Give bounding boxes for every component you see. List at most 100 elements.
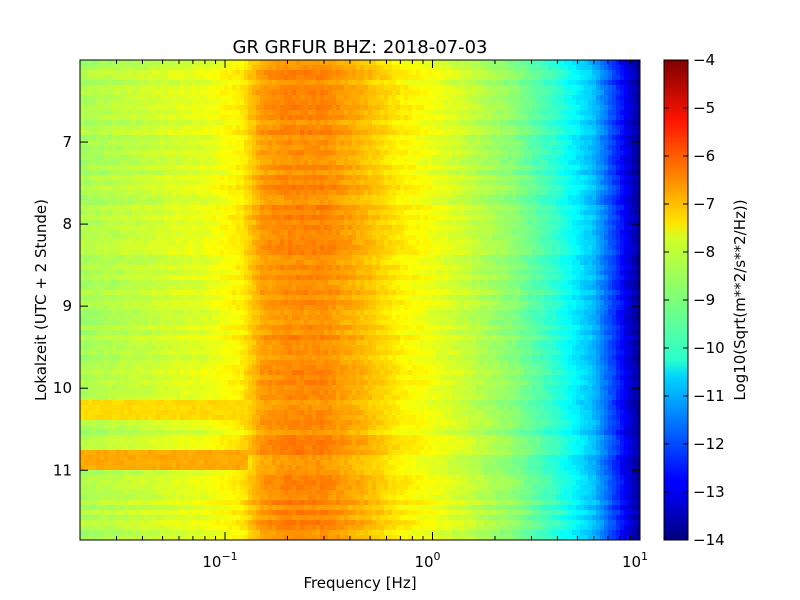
heatmap-cell [276,80,281,86]
heatmap-cell [128,150,133,156]
heatmap-cell [188,150,193,156]
heatmap-cell [596,130,601,136]
heatmap-cell [600,120,605,126]
heatmap-cell [80,125,85,131]
heatmap-cell [252,105,257,111]
heatmap-cell [612,155,617,161]
heatmap-cell [424,215,429,221]
heatmap-cell [632,120,637,126]
heatmap-cell [384,190,389,196]
heatmap-cell [388,85,393,91]
heatmap-cell [216,225,221,231]
heatmap-cell [600,95,605,101]
heatmap-cell [224,165,229,171]
heatmap-cell [608,60,613,66]
heatmap-cell [532,155,537,161]
heatmap-cell [508,205,513,211]
heatmap-cell [344,70,349,76]
heatmap-cell [452,175,457,181]
heatmap-cell [232,170,237,176]
heatmap-cell [540,180,545,186]
heatmap-cell [244,125,249,131]
heatmap-cell [312,105,317,111]
heatmap-cell [596,195,601,201]
heatmap-cell [616,120,621,126]
heatmap-cell [504,165,509,171]
heatmap-cell [632,215,637,221]
heatmap-cell [484,65,489,71]
heatmap-cell [488,195,493,201]
heatmap-cell [232,65,237,71]
heatmap-cell [372,215,377,221]
heatmap-cell [396,185,401,191]
heatmap-cell [368,115,373,121]
heatmap-cell [216,170,221,176]
heatmap-cell [300,140,305,146]
heatmap-cell [608,230,613,236]
heatmap-cell [268,215,273,221]
heatmap-cell [388,150,393,156]
heatmap-cell [276,135,281,141]
heatmap-cell [132,220,137,226]
heatmap-cell [152,235,157,241]
heatmap-cell [604,175,609,181]
heatmap-cell [476,160,481,166]
heatmap-cell [200,205,205,211]
heatmap-cell [116,150,121,156]
heatmap-cell [436,160,441,166]
heatmap-cell [484,230,489,236]
heatmap-cell [172,230,177,236]
heatmap-cell [244,105,249,111]
heatmap-cell [504,95,509,101]
heatmap-cell [180,85,185,91]
heatmap-cell [480,175,485,181]
heatmap-cell [596,205,601,211]
heatmap-cell [372,145,377,151]
heatmap-cell [340,195,345,201]
heatmap-cell [604,65,609,71]
heatmap-cell [172,220,177,226]
heatmap-cell [612,170,617,176]
heatmap-cell [292,85,297,91]
heatmap-cell [364,145,369,151]
heatmap-cell [612,190,617,196]
heatmap-cell [172,215,177,221]
heatmap-cell [268,80,273,86]
heatmap-cell [168,225,173,231]
heatmap-cell [564,185,569,191]
heatmap-cell [504,130,509,136]
heatmap-cell [140,75,145,81]
heatmap-cell [256,220,261,226]
heatmap-cell [292,115,297,121]
heatmap-cell [384,185,389,191]
heatmap-cell [252,180,257,186]
heatmap-cell [592,145,597,151]
heatmap-cell [412,115,417,121]
heatmap-cell [256,200,261,206]
heatmap-cell [448,115,453,121]
heatmap-cell [560,155,565,161]
heatmap-cell [236,175,241,181]
heatmap-cell [336,170,341,176]
heatmap-cell [332,190,337,196]
heatmap-cell [472,160,477,166]
heatmap-cell [324,145,329,151]
heatmap-cell [564,220,569,226]
heatmap-cell [300,135,305,141]
heatmap-cell [172,70,177,76]
heatmap-cell [316,75,321,81]
heatmap-cell [132,215,137,221]
heatmap-cell [432,185,437,191]
heatmap-cell [380,95,385,101]
heatmap-cell [332,215,337,221]
heatmap-cell [368,85,373,91]
heatmap-cell [252,225,257,231]
heatmap-cell [336,160,341,166]
heatmap-cell [488,225,493,231]
heatmap-cell [456,100,461,106]
heatmap-cell [440,145,445,151]
heatmap-cell [124,130,129,136]
heatmap-cell [212,235,217,241]
heatmap-cell [88,200,93,206]
heatmap-cell [176,220,181,226]
